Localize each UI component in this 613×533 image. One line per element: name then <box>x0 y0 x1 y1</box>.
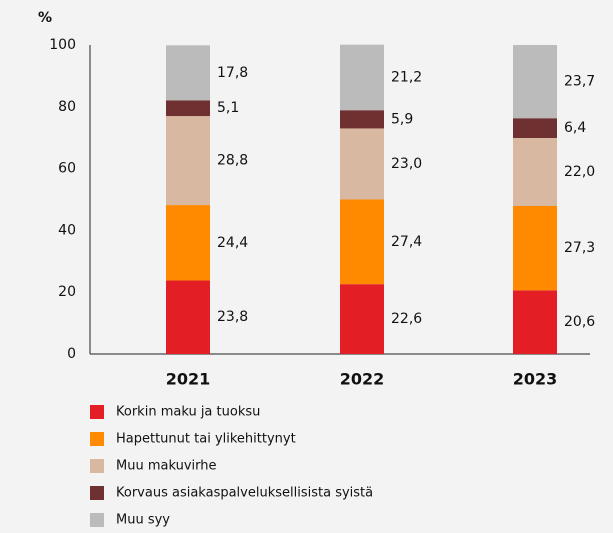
bar-segment <box>340 110 384 129</box>
y-tick-label: 60 <box>58 161 76 177</box>
bar-segment <box>340 199 384 285</box>
value-label: 28,8 <box>217 153 248 169</box>
legend-label: Hapettunut tai ylikehittynyt <box>116 432 296 447</box>
bar-segment <box>340 128 384 200</box>
value-label: 24,4 <box>217 235 248 251</box>
bar-segment <box>166 205 210 281</box>
value-label: 17,8 <box>217 65 248 81</box>
x-tick-label: 2023 <box>513 370 558 389</box>
x-tick-label: 2022 <box>340 370 385 389</box>
y-tick-label: 100 <box>49 37 76 53</box>
legend-label: Muu makuvirhe <box>116 459 216 474</box>
legend-swatch <box>90 459 104 473</box>
bar-segment <box>513 205 557 291</box>
value-label: 5,1 <box>217 100 239 116</box>
legend-swatch <box>90 513 104 527</box>
value-label: 23,8 <box>217 309 248 325</box>
bar-segment <box>340 284 384 354</box>
bar-segment <box>166 100 210 117</box>
legend-swatch <box>90 486 104 500</box>
value-label: 23,0 <box>391 156 422 172</box>
x-tick-label: 2021 <box>166 370 211 389</box>
y-tick-label: 0 <box>67 346 76 362</box>
bar-segment <box>513 138 557 206</box>
legend-label: Korkin maku ja tuoksu <box>116 405 260 420</box>
value-label: 20,6 <box>564 314 595 330</box>
bar-segment <box>513 118 557 139</box>
value-label: 22,6 <box>391 311 422 327</box>
bar-segment <box>166 280 210 354</box>
y-tick-label: 40 <box>58 222 76 238</box>
value-label: 6,4 <box>564 120 586 136</box>
bar-segment <box>513 290 557 354</box>
value-label: 22,0 <box>564 164 595 180</box>
value-label: 27,4 <box>391 234 422 250</box>
legend-swatch <box>90 405 104 419</box>
y-tick-label: 80 <box>58 99 76 115</box>
bar-segment <box>166 45 210 101</box>
bar-segment <box>340 44 384 111</box>
bar-segment <box>166 116 210 206</box>
legend-label: Korvaus asiakaspalveluksellisista syistä <box>116 486 373 501</box>
value-label: 21,2 <box>391 69 422 85</box>
value-label: 23,7 <box>564 74 595 90</box>
bar-segment <box>513 45 557 119</box>
legend-swatch <box>90 432 104 446</box>
legend-label: Muu syy <box>116 513 170 528</box>
value-label: 5,9 <box>391 111 413 127</box>
value-label: 27,3 <box>564 240 595 256</box>
y-tick-label: 20 <box>58 284 76 300</box>
y-axis-label: % <box>38 10 52 26</box>
